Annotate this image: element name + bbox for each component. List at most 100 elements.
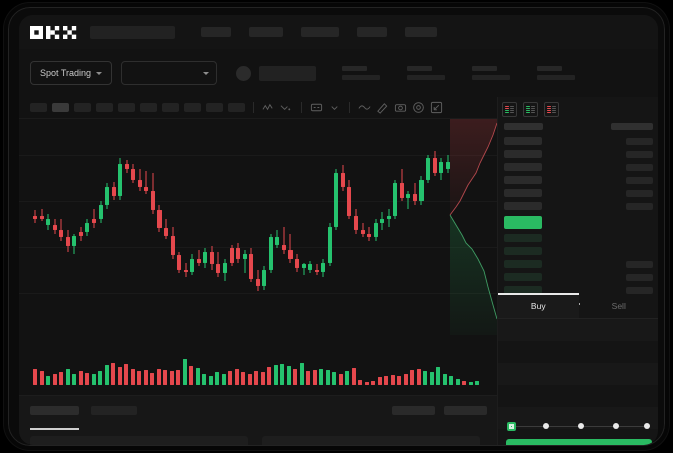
slider-step-75[interactable] [613, 423, 619, 429]
ask-price [504, 202, 542, 210]
tab-open-orders[interactable] [30, 406, 79, 415]
okx-logo[interactable] [30, 25, 78, 39]
candle [229, 119, 234, 335]
nav-item-3[interactable] [301, 27, 339, 37]
volume-bar [306, 371, 310, 385]
bid-price [504, 247, 542, 255]
orderbook-bid-row[interactable] [504, 260, 653, 268]
ask-price [504, 176, 542, 184]
candle [393, 119, 398, 335]
timeframe-button-8[interactable] [184, 103, 201, 112]
search-input[interactable] [90, 25, 175, 39]
volume-bar [195, 368, 200, 385]
market-type-dropdown[interactable]: Spot Trading [30, 61, 113, 85]
ask-price [504, 163, 542, 171]
orders-panel-tabs [19, 396, 497, 415]
slider-step-50[interactable] [578, 423, 584, 429]
bottom-action-1[interactable] [392, 406, 435, 415]
volume-bar [124, 364, 128, 385]
order-field-3[interactable] [498, 363, 658, 385]
order-amount-slider[interactable] [507, 420, 650, 432]
candle [419, 119, 424, 335]
timeframe-button-5[interactable] [118, 103, 135, 112]
slider-step-25[interactable] [543, 423, 549, 429]
tab-sell[interactable]: Sell [611, 300, 626, 311]
camera-icon[interactable] [394, 101, 407, 114]
orders-panel-actions [392, 406, 487, 415]
orderbook-ask-row[interactable] [504, 150, 653, 158]
volume-bar [85, 373, 89, 385]
orderbook-bid-row[interactable] [504, 247, 653, 255]
orders-panel [19, 395, 497, 445]
volume-bar [371, 381, 375, 385]
bid-amount [626, 286, 653, 294]
toolbar-divider [301, 102, 302, 113]
timeframe-button-10[interactable] [228, 103, 245, 112]
candle [275, 119, 280, 335]
volume-bar [468, 382, 473, 385]
drawing-tools-icon[interactable] [376, 101, 389, 114]
timeframe-button-4[interactable] [96, 103, 113, 112]
trading-pair-select[interactable] [121, 61, 218, 85]
nav-item-1[interactable] [201, 27, 231, 37]
order-field-4[interactable] [498, 385, 658, 407]
volume-bar [423, 371, 427, 385]
volume-bar [455, 379, 460, 385]
indicator-icon[interactable] [262, 101, 275, 114]
orderbook-ask-row[interactable] [504, 189, 653, 197]
timeframe-button-2[interactable] [52, 103, 69, 112]
orderbook-ask-row[interactable] [504, 163, 653, 171]
orderbook-bid-row[interactable] [504, 286, 653, 294]
candle [373, 119, 378, 335]
ask-price [504, 137, 542, 145]
candle [85, 119, 90, 335]
candle [360, 119, 365, 335]
volume-bar [72, 374, 76, 385]
ob-mode-asks[interactable] [544, 102, 559, 117]
volume-bar [273, 365, 278, 385]
fullscreen-icon[interactable] [430, 101, 443, 114]
price-candlestick-chart[interactable] [19, 119, 497, 335]
compare-icon[interactable] [310, 101, 323, 114]
volume-bar [403, 374, 408, 385]
chart-type-icon[interactable] [280, 101, 293, 114]
volume-bar [345, 371, 349, 385]
timeframe-button-3[interactable] [74, 103, 91, 112]
timeframe-button-6[interactable] [140, 103, 157, 112]
volume-bar [182, 359, 187, 385]
nav-item-2[interactable] [249, 27, 283, 37]
volume-bar [228, 371, 232, 385]
timeframe-button-7[interactable] [162, 103, 179, 112]
volume-histogram[interactable] [19, 335, 497, 395]
market-stats [342, 66, 576, 80]
ob-mode-bids[interactable] [523, 102, 538, 117]
bottom-action-2[interactable] [444, 406, 487, 415]
volume-bar [286, 366, 291, 385]
order-field-2[interactable] [498, 341, 658, 363]
candle [412, 119, 417, 335]
ob-mode-both[interactable] [502, 102, 517, 117]
volume-bar [59, 372, 63, 385]
candle [222, 119, 228, 335]
candle [65, 119, 70, 335]
slider-handle[interactable] [507, 421, 516, 431]
order-field-1[interactable] [498, 319, 658, 341]
orderbook-ask-row[interactable] [504, 202, 653, 210]
nav-item-4[interactable] [357, 27, 387, 37]
orderbook-ask-row[interactable] [504, 176, 653, 184]
line-chart-icon[interactable] [358, 101, 371, 114]
place-buy-order-button[interactable] [506, 439, 652, 445]
orderbook-bid-row[interactable] [504, 234, 653, 242]
settings-icon[interactable] [412, 101, 425, 114]
orderbook-bid-row[interactable] [504, 273, 653, 281]
nav-item-5[interactable] [405, 27, 437, 37]
more-chevron-icon[interactable] [328, 101, 341, 114]
timeframe-button-1[interactable] [30, 103, 47, 112]
timeframe-button-9[interactable] [206, 103, 223, 112]
volume-bar [33, 369, 37, 385]
tab-buy[interactable]: Buy [498, 293, 579, 318]
volume-bar [215, 372, 219, 385]
tab-order-history[interactable] [91, 406, 137, 415]
orderbook-ask-row[interactable] [504, 137, 653, 145]
slider-step-100[interactable] [644, 423, 650, 429]
